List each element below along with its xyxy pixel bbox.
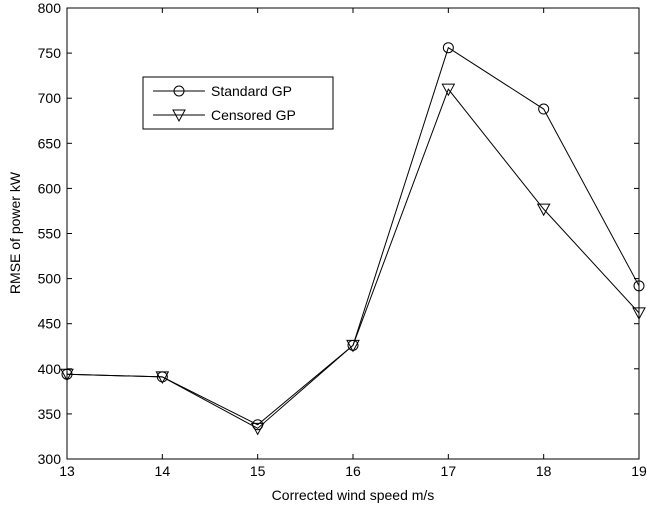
axis-ticks: 13 14 15 16 17 18 19 300 350 400 450 500 550 600 650 70… bbox=[38, 0, 647, 479]
point-censored-gp bbox=[346, 339, 360, 353]
y-tick-label: 400 bbox=[38, 361, 62, 377]
point-censored-gp bbox=[441, 83, 456, 97]
point-censored-gp bbox=[60, 368, 74, 382]
point-censored-gp bbox=[250, 422, 265, 436]
point-standard-gp bbox=[442, 42, 454, 54]
legend-label-standard-gp: Standard GP bbox=[211, 83, 292, 99]
series-layer bbox=[60, 42, 646, 436]
y-tick-label: 350 bbox=[38, 406, 62, 422]
legend-marker-standard-gp bbox=[173, 85, 185, 97]
x-tick-label: 18 bbox=[536, 463, 552, 479]
y-tick-label: 750 bbox=[38, 45, 62, 61]
y-tick-label: 300 bbox=[38, 451, 62, 467]
point-standard-gp bbox=[538, 103, 550, 115]
x-tick-label: 16 bbox=[345, 463, 361, 479]
y-tick-label: 800 bbox=[38, 0, 62, 16]
x-tick-label: 14 bbox=[155, 463, 171, 479]
legend-marker-censored-gp bbox=[172, 109, 186, 123]
point-censored-gp bbox=[536, 203, 551, 217]
x-tick-label: 17 bbox=[441, 463, 457, 479]
y-tick-label: 500 bbox=[38, 271, 62, 287]
legend-label-censored-gp: Censored GP bbox=[211, 107, 296, 123]
point-standard-gp bbox=[633, 280, 645, 292]
y-tick-label: 700 bbox=[38, 90, 62, 106]
point-censored-gp bbox=[155, 371, 170, 384]
plot-frame bbox=[66, 7, 640, 460]
x-tick-label: 15 bbox=[250, 463, 266, 479]
y-tick-label: 550 bbox=[38, 226, 62, 242]
series-line-censored-gp bbox=[66, 88, 640, 429]
y-tick-label: 450 bbox=[38, 316, 62, 332]
y-axis-label: RMSE of power kW bbox=[7, 171, 23, 294]
y-tick-label: 650 bbox=[38, 135, 62, 151]
point-censored-gp bbox=[632, 307, 646, 320]
legend: Standard GP Censored GP bbox=[142, 76, 334, 130]
y-tick-label: 600 bbox=[38, 180, 62, 196]
x-axis-label: Corrected wind speed m/s bbox=[272, 487, 435, 503]
x-tick-label: 13 bbox=[59, 463, 75, 479]
x-tick-label: 19 bbox=[631, 463, 647, 479]
legend-box bbox=[142, 76, 334, 130]
